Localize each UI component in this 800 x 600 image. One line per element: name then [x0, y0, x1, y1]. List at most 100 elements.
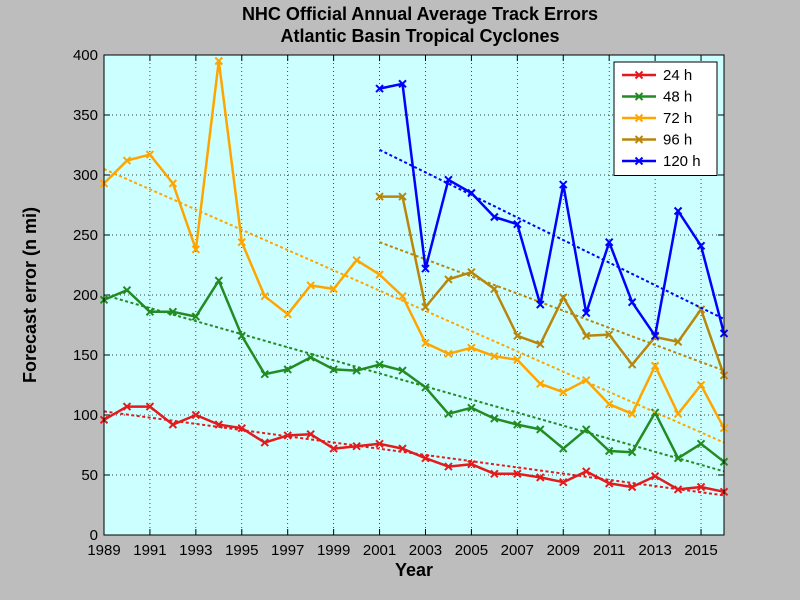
y-tick-label: 150	[73, 347, 98, 364]
data-point	[604, 446, 614, 456]
data-point	[650, 471, 660, 481]
data-point	[398, 291, 407, 301]
y-tick-label: 350	[73, 107, 98, 124]
data-point	[634, 70, 644, 80]
data-point	[191, 312, 201, 321]
y-tick-label: 0	[90, 527, 98, 544]
trend-line	[379, 241, 725, 372]
data-point	[467, 188, 476, 198]
data-point	[260, 369, 269, 379]
data-point	[375, 270, 384, 279]
data-point	[650, 361, 660, 371]
data-point	[627, 360, 637, 369]
y-tick-label: 50	[81, 467, 98, 484]
legend-entry: 24 h	[622, 67, 692, 84]
data-point	[329, 365, 338, 374]
data-point	[237, 331, 246, 341]
series-line	[103, 279, 725, 463]
x-tick-label: 1991	[133, 542, 166, 559]
data-point	[536, 425, 545, 434]
data-point	[306, 281, 315, 290]
data-point	[696, 439, 706, 449]
data-point	[604, 479, 614, 488]
data-point	[582, 425, 591, 434]
data-point	[559, 444, 568, 453]
data-point	[650, 408, 660, 417]
x-axis-label: Year	[395, 560, 433, 580]
data-point	[306, 353, 315, 362]
y-axis-label: Forecast error (n mi)	[20, 207, 40, 383]
data-point	[191, 245, 201, 254]
x-tick-label: 2005	[455, 542, 488, 559]
data-point	[696, 241, 706, 251]
data-point	[467, 343, 476, 353]
data-point	[352, 366, 361, 375]
data-point	[214, 276, 224, 285]
data-point	[214, 420, 224, 429]
trend-line	[103, 168, 725, 444]
data-point	[421, 302, 430, 312]
data-point	[634, 135, 644, 144]
data-point	[513, 469, 522, 479]
data-point	[559, 387, 568, 397]
data-point	[375, 192, 384, 201]
series-layer	[99, 56, 729, 497]
series-72h	[99, 56, 729, 444]
data-point	[634, 92, 644, 101]
x-tick-label: 1995	[225, 542, 258, 559]
data-point	[604, 399, 614, 409]
data-point	[260, 438, 269, 447]
series-120h	[375, 79, 729, 341]
x-tick-label: 2015	[684, 542, 717, 559]
data-point	[122, 402, 132, 411]
data-point	[604, 330, 614, 339]
data-point	[634, 113, 644, 123]
plot-frame	[103, 54, 725, 536]
legend: 24 h 48 h 72 h 96 h 120 h	[613, 61, 718, 176]
x-tick-label: 1997	[271, 542, 304, 559]
data-point	[398, 366, 407, 375]
data-point	[627, 297, 637, 307]
data-point	[582, 375, 591, 385]
series-line	[103, 59, 726, 429]
data-point	[444, 175, 453, 185]
data-point	[673, 206, 683, 216]
data-point	[237, 423, 246, 433]
data-point	[398, 79, 407, 89]
trend-line	[103, 294, 725, 473]
data-point	[490, 414, 499, 423]
series-24h	[99, 402, 729, 497]
x-tick-label: 2009	[547, 542, 580, 559]
data-point	[421, 264, 430, 273]
data-point	[467, 403, 476, 413]
data-point	[559, 180, 568, 189]
data-point	[375, 439, 384, 449]
data-point	[398, 444, 407, 453]
legend-entry: 72 h	[622, 110, 692, 127]
data-point	[421, 383, 430, 392]
data-point	[145, 307, 155, 317]
data-point	[627, 447, 637, 457]
data-point	[513, 219, 522, 229]
data-point	[696, 380, 706, 390]
data-point	[421, 453, 430, 463]
data-point	[306, 429, 315, 439]
x-tick-label: 1993	[179, 542, 212, 559]
data-point	[627, 409, 637, 419]
data-point	[283, 309, 292, 319]
data-point	[122, 156, 132, 165]
data-point	[673, 485, 683, 494]
legend-label: 24 h	[663, 67, 692, 84]
series-96h	[375, 192, 729, 380]
data-point	[490, 351, 499, 361]
data-point	[214, 56, 224, 66]
data-point	[168, 307, 178, 317]
data-point	[696, 482, 706, 492]
x-tick-label: 2001	[363, 542, 396, 559]
series-line	[379, 82, 726, 338]
data-point	[444, 409, 453, 419]
data-point	[444, 275, 453, 284]
data-point	[513, 331, 522, 341]
data-point	[536, 473, 545, 482]
data-point	[559, 293, 568, 302]
